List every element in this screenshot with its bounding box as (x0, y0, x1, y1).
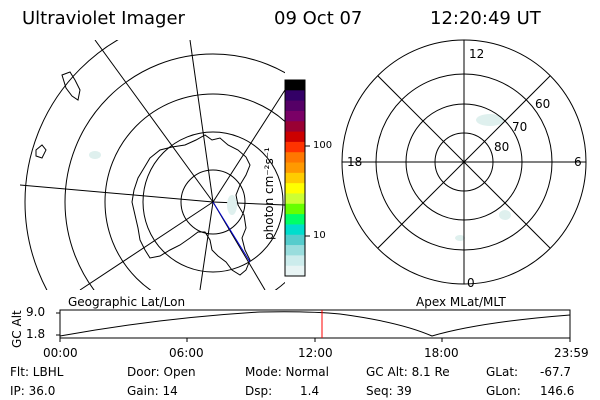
status-ip: IP: 36.0 (10, 384, 56, 398)
altitude-xtick-0000: 00:00 (43, 346, 78, 360)
colorbar-tick-100: 100 (313, 140, 333, 151)
colorbar-band (285, 224, 305, 236)
colorbar-band (285, 234, 305, 246)
colorbar-band (285, 245, 305, 256)
mlat-label-80: 80 (494, 140, 510, 154)
status-door: Door: Open (127, 365, 196, 379)
colorbar-band (285, 121, 305, 133)
left-panel-label: Geographic Lat/Lon (68, 295, 186, 309)
mlt-label-18: 18 (347, 155, 363, 169)
status-glon-label: GLon: (486, 384, 521, 398)
status-glat-label: GLat: (486, 365, 519, 379)
altitude-ytick-1.8: 1.8 (26, 327, 46, 341)
mlat-label-60: 60 (535, 97, 551, 111)
colorbar-tick-10: 10 (313, 230, 326, 241)
colorbar-band (285, 131, 305, 143)
status-gain: Gain: 14 (127, 384, 178, 398)
status-dsp-value: 1.4 (300, 384, 320, 398)
altitude-xtick-2359: 23:59 (554, 346, 589, 360)
right-panel-label: Apex MLat/MLT (416, 295, 506, 309)
mlt-label-12: 12 (469, 47, 485, 61)
altitude-ytick-9: 9.0 (26, 305, 46, 319)
altitude-ylabel: GC Alt (10, 310, 24, 348)
status-glon-value: 146.6 (540, 384, 575, 398)
status-sequence: Seq: 39 (366, 384, 412, 398)
date-label: 09 Oct 07 (274, 8, 363, 29)
mlt-label-0: 0 (467, 276, 475, 290)
altitude-xtick-1800: 18:00 (424, 346, 459, 360)
status-dsp-label: Dsp: (245, 384, 273, 398)
colorbar-band (285, 152, 305, 164)
mlat-label-70: 70 (512, 120, 528, 134)
colorbar-band (285, 214, 305, 225)
colorbar-band (285, 90, 305, 102)
colorbar-band (285, 110, 305, 122)
colorbar-unit-label: photon cm⁻²s⁻¹ (262, 147, 276, 240)
mlt-label-6: 6 (574, 155, 582, 169)
altitude-plot (56, 309, 571, 342)
colorbar-band (285, 265, 305, 277)
colorbar-band (285, 193, 305, 205)
status-filter: Flt: LBHL (10, 365, 64, 379)
colorbar-band (285, 100, 305, 112)
colorbar-band (285, 255, 305, 267)
colorbar-band (285, 141, 305, 153)
aurora-emission (89, 114, 511, 241)
status-gc-altitude: GC Alt: 8.1 Re (366, 365, 450, 379)
colorbar (285, 80, 305, 277)
colorbar-band (285, 80, 305, 91)
altitude-xtick-0600: 06:00 (169, 346, 204, 360)
colorbar-band (285, 203, 305, 215)
colorbar-band (285, 183, 305, 194)
instrument-title: Ultraviolet Imager (22, 8, 185, 29)
altitude-xtick-1200: 12:00 (298, 346, 333, 360)
geographic-map (20, 40, 285, 290)
colorbar-band (285, 162, 305, 174)
magnetic-polar-grid (341, 39, 587, 285)
colorbar-band (285, 172, 305, 184)
status-glat-value: -67.7 (540, 365, 572, 379)
time-label: 12:20:49 UT (430, 8, 541, 29)
status-mode: Mode: Normal (245, 365, 329, 379)
